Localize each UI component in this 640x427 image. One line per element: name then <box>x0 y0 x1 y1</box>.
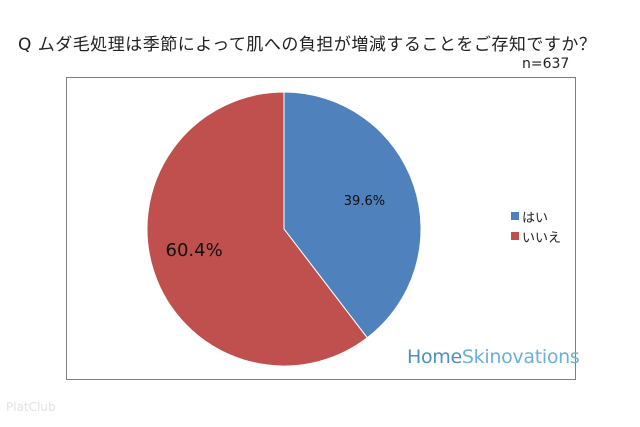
chart-area: 39.6% 60.4% はい いいえ HomeSkinovations <box>66 77 580 380</box>
sample-size-label: n=637 <box>522 56 570 72</box>
legend-item-yes: はい <box>511 206 561 226</box>
legend-item-no: いいえ <box>511 226 561 246</box>
brand-logo-part1: Home <box>407 346 462 368</box>
watermark: PlatClub <box>6 400 56 414</box>
legend-swatch-no <box>511 232 519 240</box>
brand-logo-part2: Skinovations <box>461 346 580 368</box>
data-label-no: 60.4% <box>166 240 223 261</box>
legend-label-no: いいえ <box>522 230 562 246</box>
pie-slice-no <box>146 91 368 367</box>
legend: はい いいえ <box>511 206 561 246</box>
pie-slice-yes <box>283 91 422 339</box>
pie-chart: 39.6% 60.4% <box>146 91 422 367</box>
data-label-yes: 39.6% <box>344 194 385 209</box>
legend-swatch-yes <box>511 212 519 220</box>
chart-title: Q ムダ毛処理は季節によって肌への負担が増減することをご存知ですか？ <box>18 35 597 55</box>
legend-label-yes: はい <box>522 210 549 226</box>
brand-logo: HomeSkinovations <box>407 346 580 368</box>
